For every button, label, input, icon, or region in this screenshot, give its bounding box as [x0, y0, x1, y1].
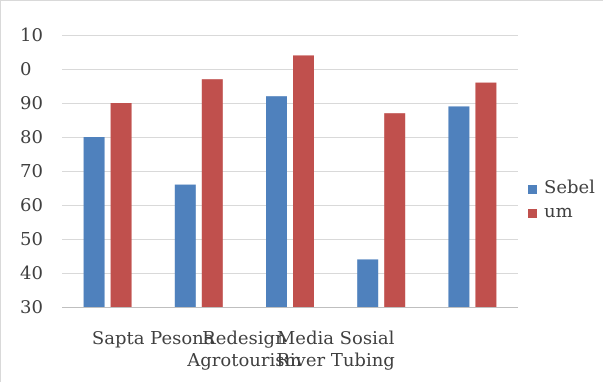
category-label: Agrotourism — [186, 350, 301, 371]
category-label: Sapta Pesona — [92, 328, 215, 349]
legend-label: Sebel — [544, 177, 595, 198]
y-tick-label: 10 — [20, 25, 43, 46]
legend-swatch-2 — [528, 209, 537, 218]
y-tick-label: 0 — [20, 59, 31, 80]
bar-series-2 — [293, 55, 314, 308]
bars — [83, 55, 497, 308]
legend-label: um — [544, 201, 573, 222]
y-tick-label: 80 — [20, 127, 43, 148]
bar-series-1 — [266, 96, 287, 307]
category-label: River Tubing — [276, 350, 394, 371]
category-label: Media Sosial — [277, 328, 395, 349]
y-tick-label: 40 — [20, 263, 43, 284]
gridlines — [62, 35, 518, 308]
y-tick-label: 90 — [20, 93, 43, 114]
bar-series-2 — [201, 79, 223, 307]
y-tick-label: 70 — [20, 161, 43, 182]
bar-series-1 — [174, 184, 196, 307]
bar-series-2 — [384, 113, 406, 307]
category-label: Redesign — [202, 328, 287, 349]
bar-series-2 — [110, 103, 132, 307]
bar-series-2 — [475, 82, 497, 307]
y-tick-label: 50 — [20, 229, 43, 250]
bar-series-1 — [357, 259, 379, 307]
bar-series-1 — [448, 106, 470, 308]
bar-series-1 — [83, 137, 105, 307]
y-tick-label: 30 — [20, 297, 43, 318]
y-tick-label: 60 — [20, 195, 43, 216]
legend: Sebel um — [528, 177, 595, 222]
y-axis-labels: 30 40 50 60 70 80 90 0 10 — [20, 25, 43, 318]
legend-swatch-1 — [528, 185, 537, 194]
